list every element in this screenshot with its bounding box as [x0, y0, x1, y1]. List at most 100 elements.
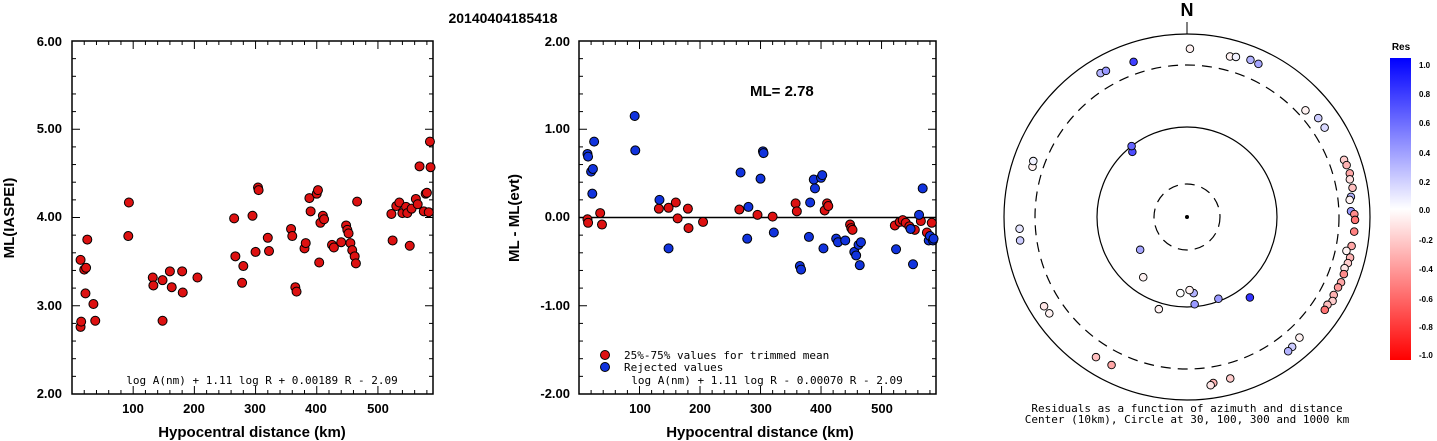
data-point — [264, 246, 275, 257]
data-point — [166, 282, 177, 293]
colorbar: Res 1.0 0.8 0.6 0.4 0.2 0.0 -0.2 -0.4 -0… — [1390, 42, 1433, 360]
data-point — [670, 197, 681, 208]
panel-residual-map: N Residuals as a function of azimuth and… — [1003, 0, 1433, 426]
data-point — [238, 261, 249, 272]
data-point — [805, 197, 816, 208]
data-point — [81, 262, 92, 273]
legend-marker-rejected — [600, 362, 610, 372]
colorbar-tick-labels: 1.0 0.8 0.6 0.4 0.2 0.0 -0.2 -0.4 -0.6 -… — [1419, 61, 1433, 360]
data-point — [177, 266, 188, 277]
station-marker — [1245, 293, 1255, 302]
data-point — [352, 196, 363, 207]
station-marker — [1254, 59, 1263, 69]
data-point — [914, 209, 925, 220]
data-point — [682, 203, 693, 214]
data-point — [262, 232, 273, 243]
data-point — [76, 316, 87, 327]
x-tick-label: 200 — [689, 401, 711, 416]
data-point — [157, 275, 168, 286]
data-point — [319, 214, 330, 225]
data-point — [253, 185, 264, 196]
distance-circle — [1153, 183, 1221, 251]
formula-label: log A(nm) + 1.11 log R + 0.00189 R - 2.0… — [126, 374, 398, 387]
data-point — [404, 240, 415, 251]
x-tick-label: 100 — [122, 401, 144, 416]
x-tick-label: 300 — [750, 401, 772, 416]
data-point — [796, 264, 807, 275]
x-tick-label: 400 — [305, 401, 327, 416]
data-point — [672, 213, 683, 224]
station-marker — [1295, 333, 1304, 342]
data-point — [387, 235, 398, 246]
data-point — [291, 286, 302, 297]
data-point — [414, 161, 425, 172]
x-tick-label: 300 — [244, 401, 266, 416]
legend-label-trimmed: 25%-75% values for trimmed mean — [624, 349, 829, 362]
colorbar-tick: 0.6 — [1419, 119, 1431, 128]
data-point — [328, 242, 339, 253]
station-marker — [1107, 360, 1116, 370]
station-marker — [1246, 55, 1255, 65]
station-marker — [1206, 380, 1215, 390]
station-marker — [1231, 52, 1241, 62]
y-axis-label: ML - ML(evt) — [506, 174, 523, 262]
x-tick-labels: 100 200 300 400 500 — [122, 401, 389, 416]
data-point — [817, 170, 828, 181]
y-tick-label: 4.00 — [37, 209, 62, 224]
station-marker — [1320, 123, 1329, 132]
colorbar-title: Res — [1392, 42, 1411, 53]
tick-marks — [72, 41, 433, 394]
x-tick-label: 500 — [367, 401, 389, 416]
center-dot — [1185, 215, 1189, 219]
y-tick-label: 1.00 — [545, 121, 570, 136]
data-point — [928, 233, 939, 244]
distance-circle — [1034, 64, 1340, 370]
station-marker — [1185, 44, 1195, 53]
station-marker — [1350, 215, 1360, 225]
data-point — [314, 257, 325, 268]
data-point — [742, 233, 753, 244]
station-marker — [1349, 227, 1359, 236]
station-marker — [1015, 236, 1025, 245]
station-marker — [1301, 106, 1310, 115]
station-marker — [1029, 156, 1038, 166]
station-marker — [1045, 309, 1054, 318]
station-marker — [1039, 302, 1049, 311]
x-tick-label: 400 — [810, 401, 832, 416]
x-tick-label: 500 — [871, 401, 893, 416]
data-point — [123, 231, 134, 242]
data-point — [82, 234, 93, 245]
data-point — [734, 204, 745, 215]
data-point — [926, 217, 937, 228]
y-tick-label: 5.00 — [37, 121, 62, 136]
y-tick-label: 0.00 — [545, 209, 570, 224]
figure-title: 20140404185418 — [448, 10, 557, 26]
data-point — [755, 173, 766, 184]
station-marker — [1342, 160, 1351, 170]
colorbar-tick: 1.0 — [1419, 61, 1431, 70]
data-point — [917, 183, 928, 194]
station-marker — [1339, 269, 1349, 279]
data-point — [421, 187, 432, 198]
data-point — [305, 206, 316, 217]
y-tick-label: -2.00 — [540, 386, 570, 401]
y-tick-label: 2.00 — [37, 386, 62, 401]
caption-line-1: Residuals as a function of azimuth and d… — [1031, 402, 1342, 415]
data-point — [851, 250, 862, 261]
data-point — [768, 227, 779, 238]
data-point — [164, 266, 175, 277]
colorbar-tick: 0.8 — [1419, 90, 1431, 99]
data-point — [596, 219, 607, 230]
data-point — [847, 224, 858, 235]
data-point — [343, 228, 354, 239]
data-point — [583, 217, 594, 228]
y-tick-label: 6.00 — [37, 34, 62, 49]
data-point — [855, 237, 866, 248]
data-point — [247, 210, 258, 221]
data-point — [587, 163, 598, 174]
data-point — [386, 208, 397, 219]
station-marker — [1345, 175, 1355, 184]
y-tick-label: -1.00 — [540, 298, 570, 313]
y-tick-labels: -2.00 -1.00 0.00 1.00 2.00 — [540, 34, 570, 401]
distance-circle — [1003, 33, 1371, 401]
